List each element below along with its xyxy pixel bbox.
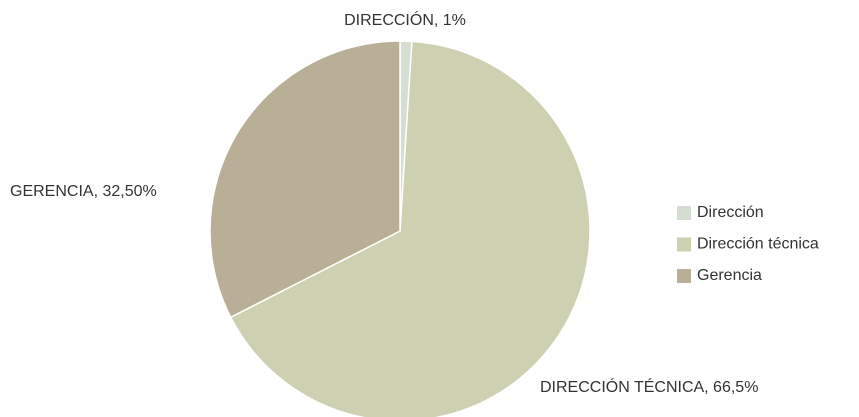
pie-slice — [229, 40, 591, 417]
legend-label: Gerencia — [697, 267, 762, 284]
data-label: DIRECCIÓN, 1% — [344, 10, 466, 29]
pie-slice — [209, 40, 401, 319]
legend-label: Dirección — [697, 204, 764, 221]
data-label: DIRECCIÓN TÉCNICA, 66,5% — [540, 377, 758, 396]
legend-swatch — [677, 237, 691, 252]
legend-swatch — [677, 269, 691, 283]
legend-label: Dirección técnica — [697, 236, 819, 253]
data-label: GERENCIA, 32,50% — [10, 183, 157, 200]
legend-swatch — [677, 206, 691, 220]
